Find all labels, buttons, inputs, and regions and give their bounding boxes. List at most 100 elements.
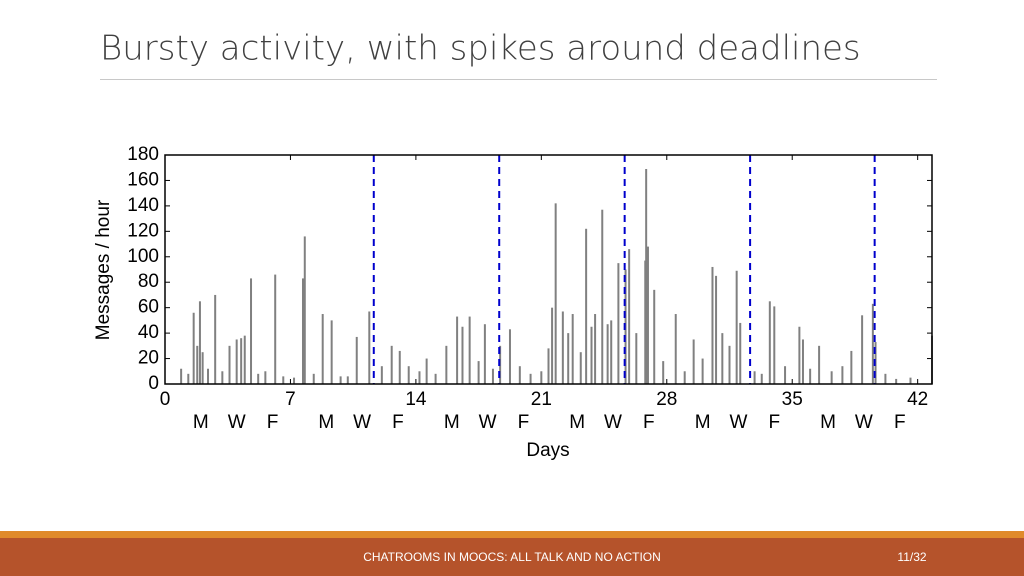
x-tick-label: 35 xyxy=(782,389,803,410)
bar xyxy=(753,371,756,384)
bar xyxy=(692,339,695,384)
footer-title: CHATROOMS IN MOOCS: ALL TALK AND NO ACTI… xyxy=(363,550,661,564)
bar xyxy=(214,294,217,384)
weekday-label: M xyxy=(820,412,836,433)
bar xyxy=(645,168,648,384)
bar xyxy=(561,311,564,384)
bar xyxy=(653,289,656,384)
weekday-label: F xyxy=(768,412,780,433)
bar xyxy=(187,373,190,384)
bar xyxy=(674,314,677,384)
bar xyxy=(760,373,763,384)
bar xyxy=(235,339,238,384)
bar xyxy=(830,371,833,384)
x-tick-label: 21 xyxy=(531,389,552,410)
bar xyxy=(243,335,246,384)
y-axis-title: Messages / hour xyxy=(93,199,114,340)
bar xyxy=(818,345,821,384)
bar xyxy=(784,366,787,384)
bar xyxy=(390,345,393,384)
bar xyxy=(445,345,448,384)
bar xyxy=(355,336,358,384)
bar xyxy=(368,311,371,384)
bar xyxy=(768,301,771,384)
bar xyxy=(635,333,638,384)
bar xyxy=(579,352,582,384)
weekday-label: M xyxy=(695,412,711,433)
x-tick-label: 14 xyxy=(405,389,427,410)
bar xyxy=(529,373,532,384)
x-tick-label: 7 xyxy=(285,389,296,410)
weekday-label: W xyxy=(479,412,497,433)
bar xyxy=(518,366,521,384)
bar xyxy=(483,324,486,384)
x-tick-label: 0 xyxy=(160,389,171,410)
weekday-label: M xyxy=(318,412,334,433)
bar xyxy=(398,350,401,384)
y-tick-label: 80 xyxy=(138,271,159,292)
bar xyxy=(180,368,183,384)
bar xyxy=(909,377,912,384)
bar xyxy=(228,345,231,384)
bar xyxy=(461,326,464,384)
bar xyxy=(884,373,887,384)
bar xyxy=(312,373,315,384)
bar xyxy=(491,368,494,384)
weekday-label: W xyxy=(729,412,747,433)
bar xyxy=(798,326,801,384)
bar xyxy=(895,378,898,384)
y-tick-label: 160 xyxy=(127,169,159,190)
bar xyxy=(434,373,437,384)
bar xyxy=(468,316,471,384)
bar xyxy=(425,358,428,384)
y-tick-label: 140 xyxy=(127,195,159,216)
bar xyxy=(282,376,285,384)
x-tick-label: 42 xyxy=(907,389,928,410)
y-tick-label: 40 xyxy=(138,322,159,343)
bar xyxy=(735,270,738,384)
bar xyxy=(198,301,201,384)
bar xyxy=(628,249,631,384)
bar xyxy=(274,274,277,384)
bar xyxy=(508,329,511,384)
bar xyxy=(662,361,665,384)
bar xyxy=(456,316,459,384)
bar xyxy=(221,371,224,384)
bar xyxy=(303,236,306,384)
bar xyxy=(728,345,731,384)
bar xyxy=(257,373,260,384)
bar xyxy=(606,324,609,384)
bar xyxy=(683,371,686,384)
footer-stripe xyxy=(0,531,1024,538)
bar xyxy=(418,371,421,384)
bar xyxy=(773,306,776,384)
y-tick-label: 60 xyxy=(138,297,159,318)
bar xyxy=(240,338,243,384)
bar xyxy=(861,315,864,384)
bar xyxy=(192,312,195,384)
plot-frame xyxy=(164,154,933,385)
bar xyxy=(721,333,724,384)
y-tick-label: 100 xyxy=(127,246,159,267)
weekday-label: M xyxy=(193,412,209,433)
bar xyxy=(646,246,649,384)
y-tick-label: 120 xyxy=(127,220,159,241)
slide-title: Bursty activity, with spikes around dead… xyxy=(100,29,861,69)
bar xyxy=(330,320,333,384)
weekday-label: M xyxy=(569,412,585,433)
weekday-label: W xyxy=(353,412,371,433)
bar xyxy=(594,314,597,384)
bar xyxy=(301,278,304,384)
weekday-label: F xyxy=(392,412,404,433)
weekday-label: F xyxy=(894,412,906,433)
bar xyxy=(585,228,588,384)
bar xyxy=(701,358,704,384)
weekday-label: F xyxy=(267,412,279,433)
bar xyxy=(339,376,342,384)
bar xyxy=(871,303,874,384)
weekday-label: W xyxy=(855,412,873,433)
bar xyxy=(196,345,199,384)
y-tick-label: 20 xyxy=(138,348,159,369)
